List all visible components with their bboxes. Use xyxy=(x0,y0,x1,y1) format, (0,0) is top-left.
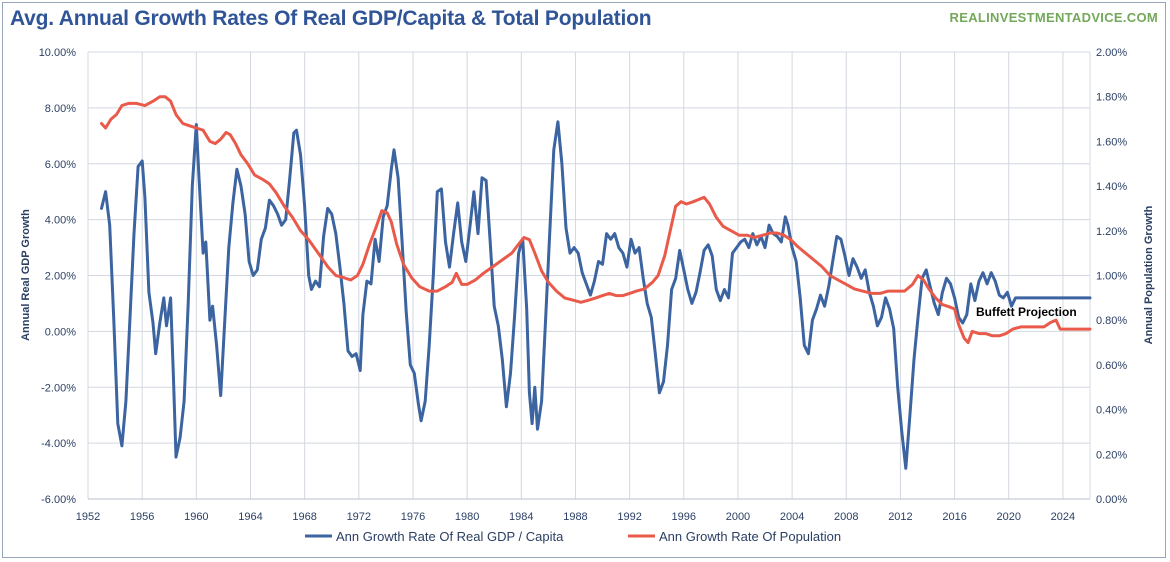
x-tick-label: 1996 xyxy=(672,511,696,523)
y2-axis-title: Annual Population Growth xyxy=(1143,205,1155,344)
x-tick-label: 2016 xyxy=(942,511,966,523)
y2-tick-label: 0.00% xyxy=(1096,494,1127,506)
x-tick-label: 1968 xyxy=(292,511,316,523)
y-tick-label: -2.00% xyxy=(41,382,76,394)
x-tick-label: 1992 xyxy=(617,511,641,523)
y2-tick-label: 2.00% xyxy=(1096,47,1127,59)
y-tick-label: 4.00% xyxy=(45,215,76,227)
y-tick-label: 6.00% xyxy=(45,159,76,171)
legend-label-population: Ann Growth Rate Of Population xyxy=(659,529,841,544)
y2-tick-label: 0.20% xyxy=(1096,449,1127,461)
gdp-growth-line xyxy=(100,120,1092,470)
x-tick-label: 1964 xyxy=(238,511,262,523)
y2-tick-label: 1.60% xyxy=(1096,136,1127,148)
y2-tick-label: 1.40% xyxy=(1096,181,1127,193)
chart-title: Avg. Annual Growth Rates Of Real GDP/Cap… xyxy=(10,7,652,30)
population-growth-line xyxy=(100,95,1092,345)
series-lines xyxy=(100,95,1092,470)
x-tick-label: 2024 xyxy=(1051,511,1075,523)
watermark: REALINVESTMENTADVICE.COM xyxy=(949,10,1158,25)
tick-labels: -6.00% -4.00% -2.00% 0.00% 2.00% 4.00% 6.00% 8.… xyxy=(39,47,1128,523)
y-tick-label: -6.00% xyxy=(41,494,76,506)
x-tick-label: 2008 xyxy=(834,511,858,523)
gridlines xyxy=(87,51,1091,500)
y-tick-label: 2.00% xyxy=(45,271,76,283)
x-tick-label: 1960 xyxy=(184,511,208,523)
x-tick-label: 1980 xyxy=(455,511,479,523)
y2-tick-label: 0.60% xyxy=(1096,360,1127,372)
y2-tick-label: 1.00% xyxy=(1096,271,1127,283)
y2-tick-label: 1.80% xyxy=(1096,92,1127,104)
x-tick-label: 2012 xyxy=(888,511,912,523)
x-tick-label: 1984 xyxy=(509,511,533,523)
x-tick-label: 2004 xyxy=(780,511,804,523)
y-tick-label: -4.00% xyxy=(41,438,76,450)
legend: Ann Growth Rate Of Real GDP / Capita Ann… xyxy=(305,529,841,544)
buffett-projection-label: Buffett Projection xyxy=(976,305,1077,319)
x-tick-label: 1956 xyxy=(130,511,154,523)
y-tick-label: 0.00% xyxy=(45,326,76,338)
y2-tick-label: 0.40% xyxy=(1096,405,1127,417)
y2-tick-label: 1.20% xyxy=(1096,226,1127,238)
y-tick-label: 8.00% xyxy=(45,103,76,115)
x-tick-label: 1988 xyxy=(563,511,587,523)
x-tick-label: 1976 xyxy=(401,511,425,523)
x-tick-label: 1952 xyxy=(76,511,100,523)
y-axis-title: Annual Real GDP Growth xyxy=(20,209,32,341)
x-tick-label: 2000 xyxy=(726,511,750,523)
x-tick-label: 2020 xyxy=(997,511,1021,523)
x-tick-label: 1972 xyxy=(347,511,371,523)
y-tick-label: 10.00% xyxy=(39,47,77,59)
y2-tick-label: 0.80% xyxy=(1096,315,1127,327)
legend-label-gdp: Ann Growth Rate Of Real GDP / Capita xyxy=(336,529,564,544)
